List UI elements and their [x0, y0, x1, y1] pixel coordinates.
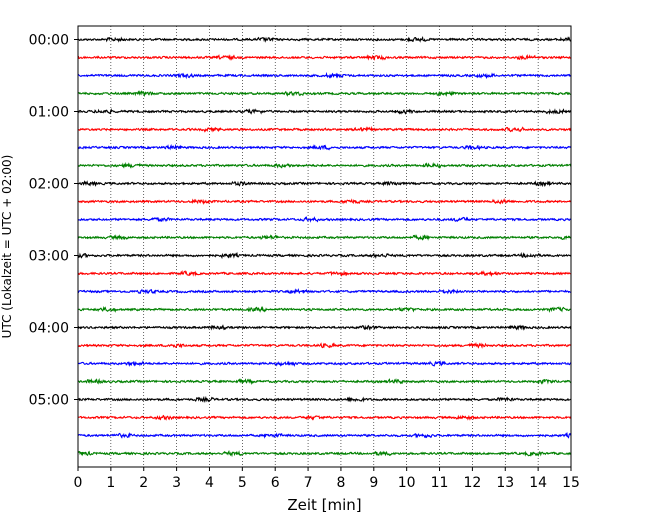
x-tick-label-3: 3	[172, 475, 181, 491]
trace-10	[77, 198, 572, 205]
trace-14	[77, 269, 572, 278]
trace-1	[77, 35, 572, 43]
y-tick-label-00:00: 00:00	[29, 33, 69, 49]
x-tick-label-15: 15	[562, 475, 580, 491]
y-axis-label: UTC (Lokalzeit = UTC + 02:00)	[0, 155, 14, 339]
trace-4	[77, 90, 572, 98]
trace-15	[77, 288, 572, 295]
x-tick-label-6: 6	[271, 475, 280, 491]
x-tick-label-13: 13	[496, 475, 514, 491]
trace-7	[77, 143, 572, 151]
y-axis: 00:00 01:00 02:00 03:00 04:00 05:00	[29, 33, 78, 409]
x-tick-label-4: 4	[205, 475, 214, 491]
x-axis: 0 1 2 3 4 5 6 7 8 9 10 11 12 13 14 15	[74, 467, 580, 491]
trace-23	[77, 431, 572, 439]
trace-20	[77, 378, 572, 386]
trace-17	[77, 324, 572, 331]
trace-11	[77, 215, 572, 223]
plot-frame	[77, 25, 572, 468]
x-tick-label-1: 1	[106, 475, 115, 491]
x-tick-label-7: 7	[304, 475, 313, 491]
trace-21	[77, 395, 572, 403]
traces	[77, 35, 572, 458]
x-tick-label-14: 14	[529, 475, 547, 491]
trace-24	[77, 450, 572, 458]
trace-13	[77, 251, 572, 260]
x-tick-label-9: 9	[369, 475, 378, 491]
trace-19	[77, 360, 572, 367]
y-tick-label-01:00: 01:00	[29, 105, 69, 121]
x-tick-label-8: 8	[336, 475, 345, 491]
y-tick-label-05:00: 05:00	[29, 393, 69, 409]
x-tick-label-0: 0	[74, 475, 83, 491]
trace-22	[77, 414, 572, 421]
x-axis-label: Zeit [min]	[287, 496, 361, 514]
y-tick-label-02:00: 02:00	[29, 177, 69, 193]
trace-8	[77, 161, 572, 169]
y-tick-label-04:00: 04:00	[29, 321, 69, 337]
trace-9	[77, 180, 572, 188]
trace-18	[77, 342, 572, 349]
x-tick-label-12: 12	[463, 475, 481, 491]
x-tick-label-11: 11	[431, 475, 449, 491]
trace-6	[77, 125, 572, 133]
trace-12	[77, 234, 572, 241]
trace-2	[77, 54, 572, 61]
x-tick-label-10: 10	[398, 475, 416, 491]
x-tick-label-2: 2	[139, 475, 148, 491]
trace-5	[77, 108, 572, 115]
x-tick-label-5: 5	[238, 475, 247, 491]
trace-16	[77, 305, 572, 313]
y-tick-label-03:00: 03:00	[29, 249, 69, 265]
trace-3	[77, 71, 572, 80]
